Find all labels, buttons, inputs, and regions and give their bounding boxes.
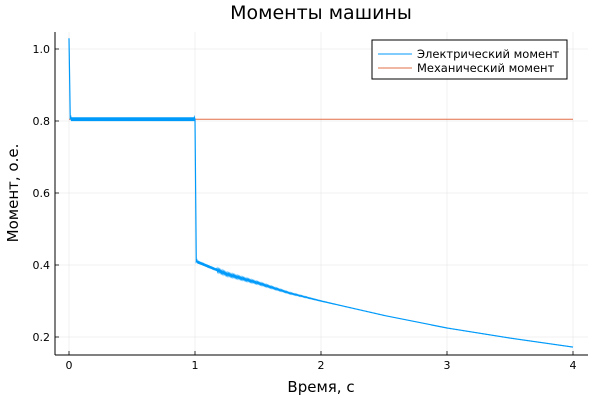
x-tick-label: 3 <box>444 359 451 372</box>
x-tick-label: 2 <box>318 359 325 372</box>
legend-label-mechanical: Механический момент <box>417 61 555 75</box>
legend: Электрический момент Механический момент <box>371 39 568 80</box>
ticks: 0 1 2 3 4 0.2 0.4 0.6 0.8 1.0 <box>33 43 577 372</box>
x-tick-label: 1 <box>192 359 199 372</box>
x-tick-label: 4 <box>570 359 577 372</box>
y-tick-label: 1.0 <box>33 43 51 56</box>
y-axis-label: Момент, о.е. <box>4 144 22 243</box>
y-tick-label: 0.2 <box>33 331 51 344</box>
y-tick-label: 0.4 <box>33 259 51 272</box>
axes <box>54 32 588 356</box>
grid <box>55 32 588 355</box>
series-line-electrical <box>68 38 574 348</box>
series <box>68 38 574 348</box>
x-axis-label: Время, с <box>287 378 354 396</box>
chart-title: Моменты машины <box>230 2 412 24</box>
x-tick-label: 0 <box>66 359 73 372</box>
y-tick-label: 0.8 <box>33 115 51 128</box>
legend-label-electrical: Электрический момент <box>417 47 560 61</box>
y-tick-label: 0.6 <box>33 187 51 200</box>
legend-box <box>371 39 568 80</box>
